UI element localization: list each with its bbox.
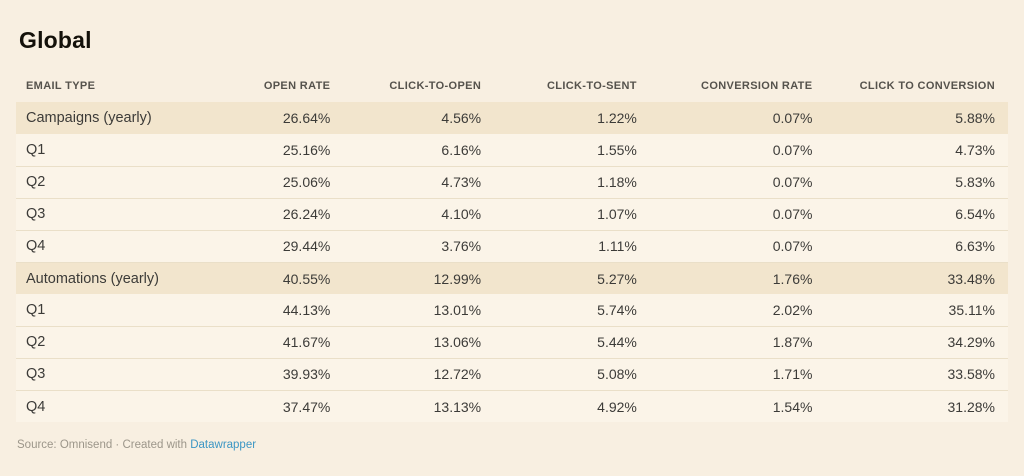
column-header-open-rate: OPEN RATE	[263, 80, 331, 93]
cell-conversion-rate: 1.54%	[649, 390, 826, 423]
page: Global EMAIL TYPE OPEN RATE CLICK-TO-OPE…	[0, 27, 1024, 451]
cell-click-to-sent: 5.44%	[494, 326, 650, 359]
cell-click-to-conversion: 33.48%	[825, 262, 1008, 295]
email-stats-table: EMAIL TYPE OPEN RATE CLICK-TO-OPEN CLICK…	[16, 80, 1008, 423]
cell-click-to-sent: 1.11%	[494, 230, 650, 263]
cell-click-to-open: 12.72%	[343, 358, 495, 391]
cell-open-rate: 41.67%	[194, 326, 344, 359]
cell-click-to-open: 4.56%	[343, 102, 495, 135]
datawrapper-link[interactable]: Datawrapper	[190, 439, 257, 452]
cell-conversion-rate: 0.07%	[649, 102, 826, 135]
cell-click-to-conversion: 33.58%	[825, 358, 1008, 391]
cell-email-type: Q1	[16, 294, 195, 327]
table-row-automations-yearly: Automations (yearly) 40.55% 12.99% 5.27%…	[16, 262, 1008, 295]
cell-click-to-open: 13.06%	[343, 326, 495, 359]
cell-click-to-conversion: 4.73%	[825, 134, 1008, 167]
cell-click-to-conversion: 31.28%	[825, 390, 1008, 423]
cell-click-to-open: 4.10%	[343, 198, 495, 231]
cell-open-rate: 40.55%	[194, 262, 344, 295]
cell-open-rate: 39.93%	[194, 358, 344, 391]
cell-click-to-open: 3.76%	[343, 230, 495, 263]
cell-click-to-sent: 5.27%	[494, 262, 650, 295]
table-row-automations-q1: Q1 44.13% 13.01% 5.74% 2.02% 35.11%	[16, 294, 1008, 327]
table-row-campaigns-q3: Q3 26.24% 4.10% 1.07% 0.07% 6.54%	[16, 198, 1008, 231]
cell-click-to-sent: 4.92%	[494, 390, 650, 423]
cell-conversion-rate: 1.71%	[649, 358, 826, 391]
cell-conversion-rate: 0.07%	[649, 230, 826, 263]
cell-click-to-conversion: 6.63%	[825, 230, 1008, 263]
cell-email-type: Q2	[16, 166, 195, 199]
table-row-campaigns-q2: Q2 25.06% 4.73% 1.18% 0.07% 5.83%	[16, 166, 1008, 199]
cell-email-type: Q3	[16, 198, 195, 231]
column-header-conversion-rate: CONVERSION RATE	[701, 80, 813, 93]
source-text: Source: Omnisend · Created with	[17, 439, 191, 452]
cell-conversion-rate: 0.07%	[649, 134, 826, 167]
header-row: EMAIL TYPE OPEN RATE CLICK-TO-OPEN CLICK…	[16, 80, 1008, 102]
cell-click-to-sent: 1.07%	[494, 198, 650, 231]
cell-email-type: Automations (yearly)	[16, 262, 195, 295]
table-row-automations-q2: Q2 41.67% 13.06% 5.44% 1.87% 34.29%	[16, 326, 1008, 359]
cell-email-type: Q2	[16, 326, 195, 359]
cell-open-rate: 44.13%	[194, 294, 344, 327]
table-row-campaigns-yearly: Campaigns (yearly) 26.64% 4.56% 1.22% 0.…	[16, 102, 1008, 135]
cell-email-type: Q3	[16, 358, 195, 391]
column-header-click-to-sent: CLICK-TO-SENT	[546, 80, 637, 93]
cell-click-to-open: 13.01%	[343, 294, 495, 327]
cell-open-rate: 25.16%	[194, 134, 344, 167]
cell-click-to-sent: 1.22%	[494, 102, 650, 135]
attribution: Source: Omnisend · Created with Datawrap…	[17, 439, 1008, 451]
cell-click-to-open: 12.99%	[343, 262, 495, 295]
column-header-click-to-conversion: CLICK TO CONVERSION	[859, 80, 995, 93]
cell-email-type: Q4	[16, 230, 195, 263]
table-header: EMAIL TYPE OPEN RATE CLICK-TO-OPEN CLICK…	[16, 80, 1008, 102]
cell-click-to-open: 6.16%	[343, 134, 495, 167]
column-header-email-type: EMAIL TYPE	[26, 80, 96, 93]
cell-conversion-rate: 0.07%	[649, 198, 826, 231]
table-row-automations-q3: Q3 39.93% 12.72% 5.08% 1.71% 33.58%	[16, 358, 1008, 391]
cell-open-rate: 37.47%	[194, 390, 344, 423]
cell-click-to-sent: 5.74%	[494, 294, 650, 327]
cell-conversion-rate: 2.02%	[649, 294, 826, 327]
cell-open-rate: 29.44%	[194, 230, 344, 263]
cell-email-type: Q1	[16, 134, 195, 167]
cell-click-to-sent: 1.18%	[494, 166, 650, 199]
cell-email-type: Q4	[16, 390, 195, 423]
page-title: Global	[19, 27, 92, 53]
cell-email-type: Campaigns (yearly)	[16, 102, 195, 135]
cell-open-rate: 26.24%	[194, 198, 344, 231]
table-row-campaigns-q1: Q1 25.16% 6.16% 1.55% 0.07% 4.73%	[16, 134, 1008, 167]
table-body: Campaigns (yearly) 26.64% 4.56% 1.22% 0.…	[16, 102, 1008, 423]
table-row-automations-q4: Q4 37.47% 13.13% 4.92% 1.54% 31.28%	[16, 390, 1008, 423]
cell-conversion-rate: 1.87%	[649, 326, 826, 359]
cell-click-to-open: 4.73%	[343, 166, 495, 199]
cell-conversion-rate: 1.76%	[649, 262, 826, 295]
table-row-campaigns-q4: Q4 29.44% 3.76% 1.11% 0.07% 6.63%	[16, 230, 1008, 263]
cell-conversion-rate: 0.07%	[649, 166, 826, 199]
cell-click-to-open: 13.13%	[343, 390, 495, 423]
cell-open-rate: 25.06%	[194, 166, 344, 199]
cell-click-to-conversion: 34.29%	[825, 326, 1008, 359]
cell-click-to-conversion: 5.83%	[825, 166, 1008, 199]
cell-click-to-conversion: 35.11%	[825, 294, 1008, 327]
cell-click-to-conversion: 6.54%	[825, 198, 1008, 231]
cell-open-rate: 26.64%	[194, 102, 344, 135]
cell-click-to-sent: 1.55%	[494, 134, 650, 167]
cell-click-to-conversion: 5.88%	[825, 102, 1008, 135]
column-header-click-to-open: CLICK-TO-OPEN	[389, 80, 482, 93]
cell-click-to-sent: 5.08%	[494, 358, 650, 391]
